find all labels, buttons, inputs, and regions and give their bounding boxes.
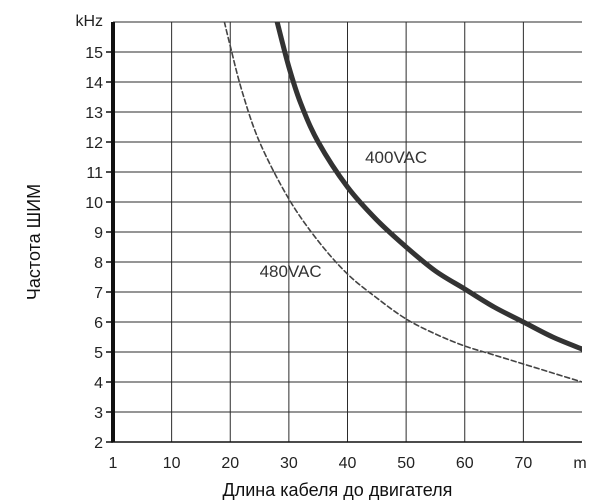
series-line-480vac xyxy=(223,22,582,383)
grid-layer xyxy=(113,21,582,442)
y-tick-label: 5 xyxy=(94,345,103,362)
y-tick-label: 2 xyxy=(94,435,103,452)
y-tick-label: 3 xyxy=(94,405,103,422)
y-tick-label: 10 xyxy=(85,195,103,212)
x-tick-label: 50 xyxy=(397,455,415,472)
y-tick-label: 15 xyxy=(85,45,103,62)
y-tick-label: 8 xyxy=(94,255,103,272)
y-tick-label: 13 xyxy=(85,105,103,122)
x-tick-label: 70 xyxy=(514,455,532,472)
label-layer: 2 3 4 5 6 7 8 9 10 11 12 13 14 15 kHz 1 10 20 30 40 50 60 70 m Д… xyxy=(24,13,587,500)
y-tick-label: 6 xyxy=(94,315,103,332)
series-label-400vac: 400VAC xyxy=(365,148,427,167)
y-axis-title: Частота ШИМ xyxy=(24,184,44,300)
series-line-400vac xyxy=(274,22,582,352)
y-tick-label: 7 xyxy=(94,285,103,302)
x-axis-title: Длина кабеля до двигателя xyxy=(223,480,453,500)
series-layer xyxy=(223,22,582,383)
axis-layer xyxy=(106,22,582,443)
y-tick-label: 4 xyxy=(94,375,103,392)
x-tick-label: 40 xyxy=(339,455,357,472)
series-label-480vac: 480VAC xyxy=(260,262,322,281)
y-tick-label: 11 xyxy=(86,165,103,182)
y-tick-label: 9 xyxy=(94,225,103,242)
x-tick-label: 10 xyxy=(163,455,181,472)
x-tick-label: 30 xyxy=(280,455,298,472)
x-tick-label: 60 xyxy=(456,455,474,472)
y-tick-label: 14 xyxy=(85,75,103,92)
x-tick-label: 1 xyxy=(109,455,118,472)
x-unit-label: m xyxy=(573,455,586,472)
y-tick-label: 12 xyxy=(85,135,103,152)
x-tick-label: 20 xyxy=(221,455,239,472)
y-unit-label: kHz xyxy=(75,13,103,30)
